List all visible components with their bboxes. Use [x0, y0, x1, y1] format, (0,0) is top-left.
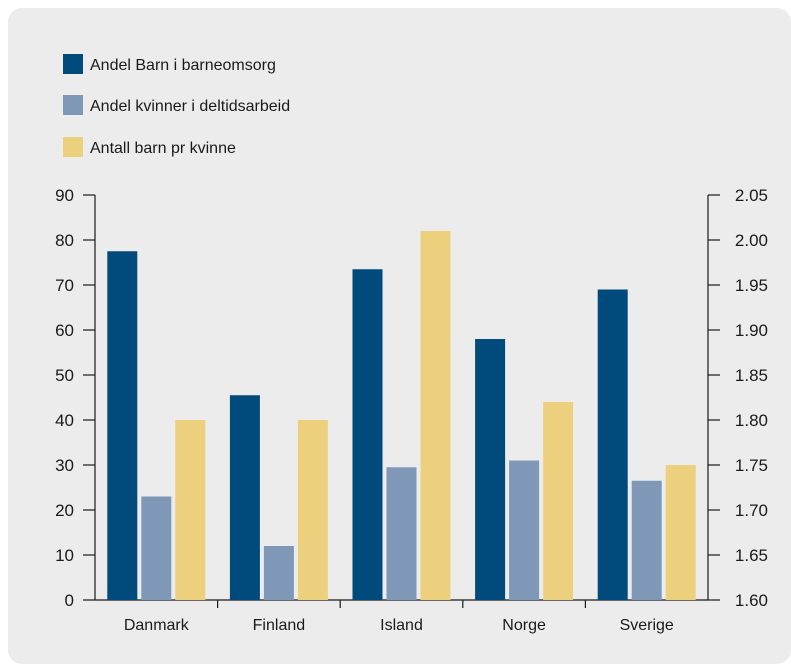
- left-tick-label: 50: [55, 366, 74, 385]
- right-tick-label: 1.80: [735, 411, 768, 430]
- left-tick-label: 60: [55, 321, 74, 340]
- right-tick-label: 1.70: [735, 501, 768, 520]
- right-tick-label: 1.60: [735, 591, 768, 610]
- left-tick-label: 10: [55, 546, 74, 565]
- bar-sverige-series-2: [631, 480, 662, 600]
- bar-finland-series-3: [297, 420, 328, 600]
- left-tick-label: 90: [55, 186, 74, 205]
- legend-label-2: Andel kvinner i deltidsarbeid: [90, 98, 290, 115]
- category-label: Finland: [253, 617, 305, 634]
- bar-island-series-3: [420, 231, 451, 600]
- left-tick-label: 80: [55, 231, 74, 250]
- left-tick-label: 40: [55, 411, 74, 430]
- category-label: Island: [380, 617, 423, 634]
- right-tick-label: 1.65: [735, 546, 768, 565]
- bar-danmark-series-2: [141, 496, 172, 600]
- bar-island-series-1: [352, 269, 383, 600]
- right-tick-label: 1.90: [735, 321, 768, 340]
- left-tick-label: 30: [55, 456, 74, 475]
- bar-finland-series-2: [263, 546, 294, 600]
- bar-sverige-series-3: [665, 465, 696, 600]
- right-tick-label: 1.85: [735, 366, 768, 385]
- bar-norge-series-3: [543, 402, 574, 600]
- right-tick-label: 1.75: [735, 456, 768, 475]
- bar-norge-series-1: [475, 339, 506, 600]
- legend: Andel Barn i barneomsorg Andel kvinner i …: [63, 54, 290, 157]
- right-tick-label: 2.05: [735, 186, 768, 205]
- bar-danmark-series-1: [107, 251, 138, 600]
- left-tick-label: 70: [55, 276, 74, 295]
- bar-sverige-series-1: [597, 289, 628, 600]
- category-label: Sverige: [620, 617, 674, 634]
- bar-island-series-2: [386, 467, 417, 600]
- category-label: Danmark: [124, 617, 190, 634]
- legend-label-3: Antall barn pr kvinne: [90, 140, 236, 157]
- bar-finland-series-1: [229, 395, 260, 600]
- left-tick-label: 0: [65, 591, 74, 610]
- legend-label-1: Andel Barn i barneomsorg: [90, 57, 276, 74]
- bar-norge-series-2: [509, 460, 540, 600]
- category-label: Norge: [502, 617, 546, 634]
- right-tick-label: 2.00: [735, 231, 768, 250]
- bar-danmark-series-3: [175, 420, 206, 600]
- legend-swatch-1: [63, 54, 83, 74]
- chart-bars: [107, 231, 696, 600]
- legend-swatch-3: [63, 137, 83, 157]
- left-tick-label: 20: [55, 501, 74, 520]
- legend-swatch-2: [63, 95, 83, 115]
- right-tick-label: 1.95: [735, 276, 768, 295]
